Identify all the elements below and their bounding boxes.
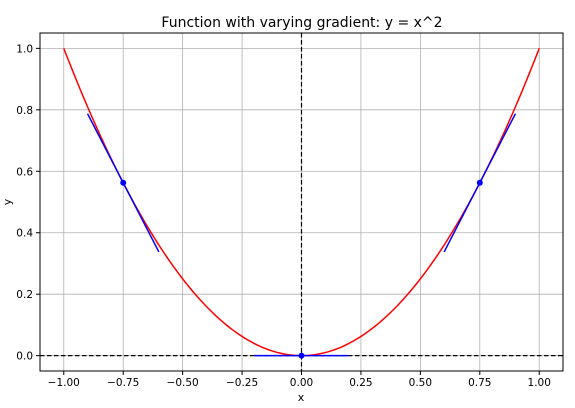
- x-tick-label: −0.25: [226, 377, 258, 389]
- y-tick-label: 0.0: [16, 351, 33, 363]
- x-tick-label: 0.50: [409, 377, 432, 389]
- series-layer: [63, 48, 540, 359]
- x-tick-label: −0.50: [167, 377, 199, 389]
- x-tick-label: 0.75: [468, 377, 491, 389]
- x-tick-label: −1.00: [48, 377, 80, 389]
- x-axis: −1.00 −0.75 −0.50 −0.25 0.00 0.25 0.50 0.75 1.00: [48, 371, 551, 389]
- chart-title: Function with varying gradient: y = x^2: [161, 15, 442, 31]
- reference-lines: [40, 33, 563, 371]
- x-axis-label: x: [298, 391, 305, 404]
- y-tick-label: 0.2: [16, 289, 33, 301]
- tangent-point: [298, 352, 305, 359]
- x-tick-label: −0.75: [107, 377, 139, 389]
- x-tick-label: 1.00: [528, 377, 551, 389]
- y-tick-label: 0.8: [16, 105, 33, 117]
- y-tick-label: 0.4: [16, 228, 33, 240]
- x-tick-label: 0.00: [290, 377, 313, 389]
- y-axis: 0.0 0.2 0.4 0.6 0.8 1.0: [16, 43, 40, 363]
- y-axis-label: y: [1, 198, 14, 205]
- tangent-point: [120, 179, 127, 186]
- tangent-point: [476, 179, 483, 186]
- y-tick-label: 0.6: [16, 166, 33, 178]
- y-tick-label: 1.0: [16, 43, 33, 55]
- x-tick-label: 0.25: [349, 377, 372, 389]
